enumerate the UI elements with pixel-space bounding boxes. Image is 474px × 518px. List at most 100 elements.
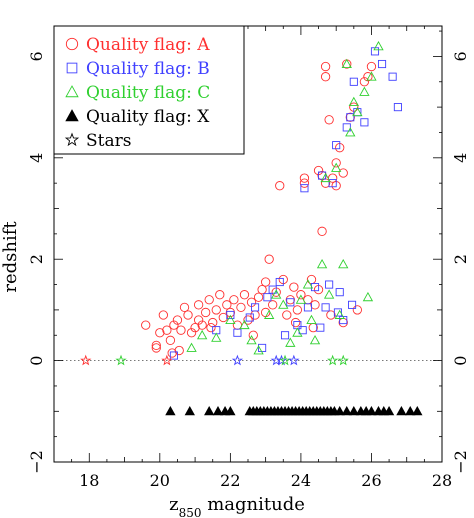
data-point-square-2 <box>226 310 235 320</box>
y-tick-label-right: −2 <box>451 450 470 474</box>
data-point-triangle-open-23 <box>263 309 275 319</box>
series-quality-flag-x <box>165 405 423 416</box>
data-point-circle-70 <box>151 343 161 353</box>
legend-label-1: Quality flag: B <box>86 59 210 79</box>
data-point-triangle-open-24 <box>292 327 303 337</box>
data-point-circle-14 <box>197 320 207 330</box>
data-point-star-2 <box>161 354 173 366</box>
data-point-triangle-open-5 <box>271 289 282 299</box>
x-axis-title: z850 magnitude <box>169 494 305 518</box>
data-point-circle-40 <box>285 295 295 305</box>
y-tick-label-left: 4 <box>27 153 46 163</box>
data-point-circle-21 <box>222 300 232 310</box>
data-point-square-14 <box>325 280 334 289</box>
data-point-circle-66 <box>363 72 373 82</box>
data-points-layer <box>80 40 423 416</box>
data-point-triangle-open-0 <box>186 342 197 352</box>
data-point-circle-44 <box>299 173 310 183</box>
data-point-square-15 <box>328 179 337 188</box>
data-point-triangle-filled-40 <box>396 405 407 416</box>
legend-label-4: Stars <box>86 131 131 151</box>
data-point-triangle-open-12 <box>323 289 335 299</box>
data-point-circle-37 <box>275 181 285 191</box>
legend-marker-3 <box>65 109 79 122</box>
data-point-circle-3 <box>162 325 172 335</box>
data-point-circle-6 <box>172 315 183 325</box>
series-quality-flag-a <box>141 59 377 358</box>
data-point-triangle-open-10 <box>309 334 321 345</box>
data-point-triangle-open-18 <box>359 86 370 96</box>
y-tick-label-left: −2 <box>27 450 46 474</box>
axes-layer: 18 20 22 24 26 28−2 −20 02 24 46 6 <box>27 25 470 490</box>
data-point-triangle-open-19 <box>366 71 377 81</box>
data-point-square-26 <box>393 103 402 112</box>
data-point-square-33 <box>333 308 342 317</box>
data-point-circle-30 <box>253 292 264 302</box>
data-point-triangle-open-26 <box>320 172 331 183</box>
series-stars <box>80 354 349 366</box>
x-axis-title-rest: magnitude <box>201 494 304 515</box>
data-point-triangle-filled-33 <box>348 405 359 416</box>
legend-marker-4 <box>64 132 80 147</box>
data-point-star-8 <box>327 354 339 366</box>
data-point-circle-63 <box>345 112 355 122</box>
data-point-square-30 <box>280 331 290 340</box>
y-tick-label-right: 0 <box>451 356 470 366</box>
data-point-triangle-filled-2 <box>204 405 215 416</box>
data-point-triangle-open-17 <box>352 106 363 117</box>
data-point-triangle-open-1 <box>196 329 208 340</box>
data-point-circle-7 <box>176 325 186 335</box>
data-point-circle-69 <box>352 305 362 315</box>
x-tick-label: 26 <box>361 471 381 490</box>
x-tick-label: 20 <box>150 471 170 490</box>
data-point-triangle-open-29 <box>211 332 222 342</box>
data-point-circle-67 <box>366 61 377 72</box>
data-point-triangle-open-13 <box>331 162 342 172</box>
data-point-triangle-open-9 <box>302 279 314 289</box>
data-point-triangle-filled-5 <box>225 405 236 416</box>
data-point-circle-25 <box>236 302 246 313</box>
data-point-triangle-filled-42 <box>412 405 423 416</box>
data-point-square-6 <box>275 277 284 287</box>
data-point-triangle-filled-36 <box>366 405 377 416</box>
data-point-square-13 <box>321 303 330 312</box>
data-point-circle-39 <box>282 310 292 320</box>
data-point-triangle-filled-39 <box>383 405 395 416</box>
data-point-circle-74 <box>206 323 216 333</box>
data-point-triangle-open-15 <box>341 58 352 68</box>
data-point-circle-54 <box>324 115 334 125</box>
data-point-circle-45 <box>299 178 310 188</box>
data-point-triangle-open-6 <box>278 299 289 309</box>
data-point-circle-78 <box>326 310 336 320</box>
data-point-star-7 <box>288 354 300 366</box>
data-point-circle-15 <box>201 307 211 318</box>
x-axis-title-main: z <box>169 494 178 515</box>
data-point-circle-9 <box>183 310 193 320</box>
data-point-circle-65 <box>359 77 370 87</box>
data-point-circle-76 <box>290 317 301 328</box>
data-point-square-32 <box>316 323 325 332</box>
data-point-circle-72 <box>167 348 177 358</box>
data-point-star-9 <box>337 354 349 366</box>
data-point-circle-16 <box>204 295 214 305</box>
data-point-square-3 <box>251 303 260 312</box>
data-point-triangle-open-27 <box>345 127 356 137</box>
x-tick-label: 24 <box>291 471 311 490</box>
data-point-circle-31 <box>257 284 267 295</box>
data-point-circle-11 <box>190 323 200 333</box>
data-point-star-1 <box>115 354 127 366</box>
data-point-triangle-filled-3 <box>212 405 224 416</box>
data-point-circle-43 <box>296 290 306 300</box>
data-point-triangle-open-2 <box>225 314 236 325</box>
data-point-circle-13 <box>193 300 204 310</box>
x-tick-label: 28 <box>432 471 452 490</box>
data-point-circle-61 <box>320 61 331 72</box>
data-point-circle-71 <box>158 310 168 320</box>
data-point-circle-10 <box>186 328 197 338</box>
data-point-triangle-open-20 <box>373 40 384 51</box>
data-point-circle-60 <box>320 72 331 82</box>
data-point-square-34 <box>348 300 357 309</box>
x-tick-label: 18 <box>79 471 99 490</box>
data-point-circle-19 <box>215 290 225 300</box>
y-tick-label-right: 2 <box>451 254 470 264</box>
